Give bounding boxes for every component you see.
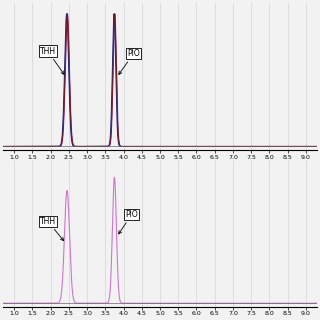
Text: THH: THH xyxy=(40,47,64,75)
Text: PIO: PIO xyxy=(119,49,140,75)
Text: THH: THH xyxy=(40,217,64,241)
Text: PIO: PIO xyxy=(119,210,138,234)
